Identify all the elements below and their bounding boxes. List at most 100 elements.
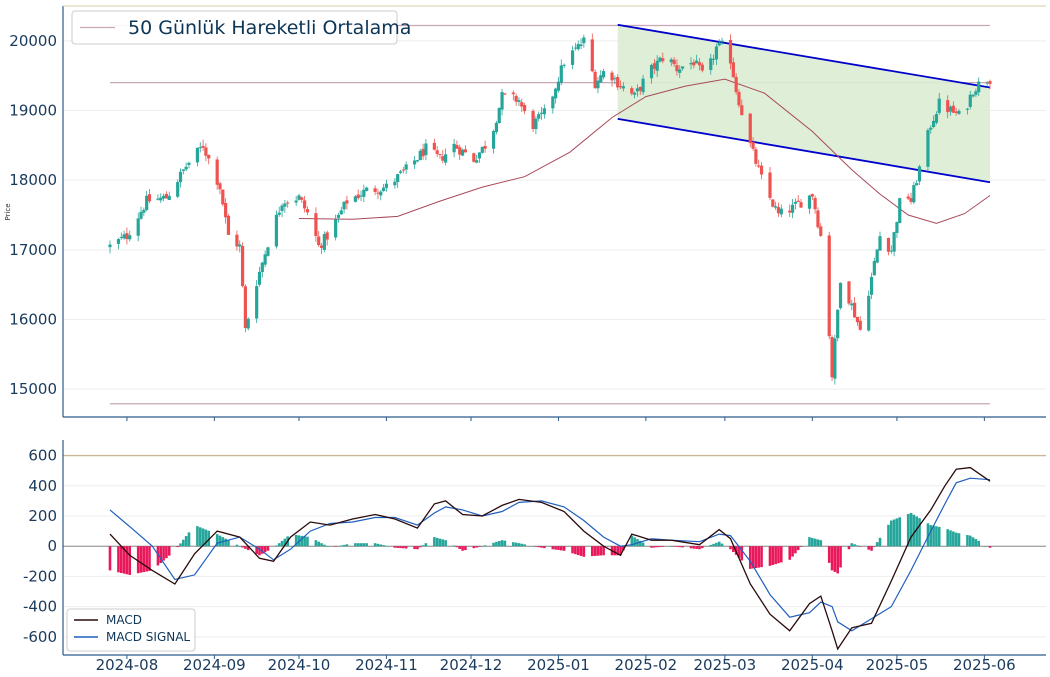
macd-histogram-bar xyxy=(176,546,179,548)
macd-histogram-bar xyxy=(283,538,287,547)
macd-histogram-bar xyxy=(413,546,416,550)
macd-histogram-bar xyxy=(478,546,481,547)
macd-histogram-bar xyxy=(952,531,955,547)
macd-histogram-bar xyxy=(531,546,535,547)
candle-body xyxy=(472,153,476,162)
macd-histogram-bar xyxy=(481,546,484,547)
candle-body xyxy=(483,145,487,149)
macd-histogram-bar xyxy=(497,541,501,547)
macd-histogram-bar xyxy=(382,545,385,547)
macd-histogram-bar xyxy=(774,546,777,565)
candle-body xyxy=(531,110,535,129)
candle-body xyxy=(813,197,817,210)
candle-body xyxy=(159,197,163,201)
candle-body xyxy=(951,105,955,113)
candle-body xyxy=(379,191,383,196)
macd-histogram-bar xyxy=(255,546,258,554)
candle-body xyxy=(373,188,377,192)
macd-histogram-bar xyxy=(717,541,721,547)
candle-body xyxy=(898,198,902,224)
candle-body xyxy=(517,100,521,102)
candle-body xyxy=(709,58,713,70)
macd-histogram-bar xyxy=(156,546,160,566)
macd-histogram-bar xyxy=(732,546,735,553)
candle-body xyxy=(204,147,208,156)
macd-histogram-bar xyxy=(495,541,498,547)
macd-histogram-bar xyxy=(619,546,622,556)
macd-histogram-bar xyxy=(452,545,456,547)
candlestick-layer xyxy=(108,33,992,385)
macd-histogram-bar xyxy=(729,546,732,550)
macd-histogram-bar xyxy=(187,532,191,547)
macd-histogram-bar xyxy=(540,546,543,548)
macd-histogram-bar xyxy=(345,544,349,547)
macd-histogram-bar xyxy=(365,543,368,547)
candle-body xyxy=(878,236,882,251)
macd-histogram-bar xyxy=(275,545,278,547)
candle-body xyxy=(853,302,857,318)
macd-histogram-bar xyxy=(889,520,893,547)
candle-body xyxy=(796,200,800,202)
candle-body xyxy=(661,58,665,62)
candle-body xyxy=(198,147,202,149)
macd-histogram-bar xyxy=(622,546,625,551)
macd-histogram-bar xyxy=(159,546,163,564)
candle-body xyxy=(286,202,290,204)
macd-ytick-label: -200 xyxy=(23,567,57,585)
candle-body xyxy=(240,245,245,287)
macd-histogram-bar xyxy=(339,545,343,547)
macd-histogram-bar xyxy=(720,543,724,547)
candle-body xyxy=(339,210,343,215)
xtick-label: 2024-10 xyxy=(268,656,331,674)
macd-histogram-bar xyxy=(808,537,811,547)
candle-body xyxy=(503,93,507,95)
xtick-label: 2025-06 xyxy=(953,656,1016,674)
candle-body xyxy=(759,165,764,175)
candle-body xyxy=(317,236,321,246)
macd-histogram-bar xyxy=(599,546,603,556)
macd-histogram-bar xyxy=(554,546,557,550)
candle-body xyxy=(737,92,741,106)
macd-histogram-bar xyxy=(909,512,913,547)
macd-histogram-bar xyxy=(957,533,961,547)
candle-body xyxy=(181,169,185,171)
candle-body xyxy=(799,202,803,208)
macd-histogram-bar xyxy=(748,546,752,569)
macd-histogram-bar xyxy=(559,546,563,551)
candle-body xyxy=(263,254,267,265)
candle-body xyxy=(218,183,222,190)
macd-histogram-bar xyxy=(122,546,126,574)
candle-body xyxy=(562,64,566,66)
candle-body xyxy=(122,234,126,239)
macd-histogram-bar xyxy=(669,546,673,547)
macd-histogram-bar xyxy=(196,526,199,547)
candle-body xyxy=(692,62,696,66)
candle-body xyxy=(680,66,685,69)
candle-body xyxy=(590,39,594,72)
macd-histogram-bar xyxy=(557,546,560,550)
macd-histogram-bar xyxy=(342,544,346,547)
candle-body xyxy=(717,42,721,46)
macd-histogram-bar xyxy=(698,546,701,550)
macd-histogram-bar xyxy=(294,534,298,547)
macd-histogram-bar xyxy=(119,546,123,573)
xtick-label: 2024-11 xyxy=(355,656,418,674)
macd-histogram-bar xyxy=(184,536,188,547)
candle-body xyxy=(985,82,989,84)
trend-channel xyxy=(617,23,991,184)
channel-upper-line xyxy=(617,23,991,89)
macd-histogram-bar xyxy=(373,543,377,547)
candle-body xyxy=(435,150,439,154)
candle-body xyxy=(633,92,637,95)
candle-body xyxy=(257,271,262,285)
price-ytick-label: 19000 xyxy=(9,101,57,119)
candle-body xyxy=(678,69,682,73)
macd-histogram-bar xyxy=(404,546,408,549)
macd-histogram-bar xyxy=(675,546,679,547)
candle-body xyxy=(965,108,970,110)
macd-histogram-bar xyxy=(926,523,930,547)
macd-histogram-bar xyxy=(689,546,693,549)
candle-body xyxy=(255,286,259,319)
macd-histogram-bar xyxy=(461,546,464,551)
candle-body xyxy=(847,281,851,304)
